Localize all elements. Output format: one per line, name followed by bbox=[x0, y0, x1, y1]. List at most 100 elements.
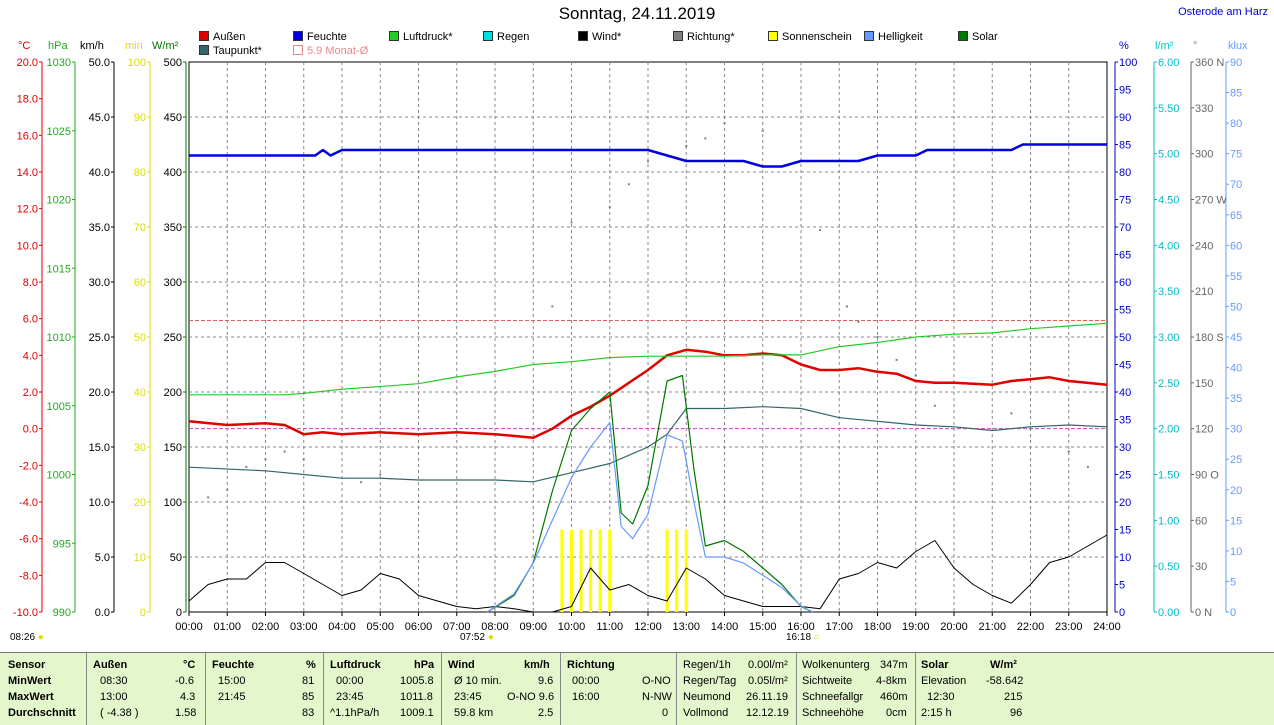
axis-tick-label: 20 bbox=[1230, 485, 1242, 497]
direction-point bbox=[360, 481, 363, 484]
axis-tick-label: 12.0 bbox=[17, 204, 38, 216]
axis-tick-label: 150 bbox=[1195, 378, 1213, 390]
axis-tick-label: 40 bbox=[1230, 363, 1242, 375]
unit-pressure: hPa bbox=[48, 40, 68, 52]
legend-label: Taupunkt* bbox=[213, 45, 262, 57]
footer-aussen-avg-note: ( -4.38 ) bbox=[100, 707, 139, 719]
footer-luftdruck-head: Luftdruck bbox=[330, 659, 381, 671]
axis-tick-label: 20.0 bbox=[89, 387, 110, 399]
axis-tick-label: 1030 bbox=[47, 57, 71, 69]
axis-tick-label: 3.50 bbox=[1158, 286, 1179, 298]
axis-tick-label: 4.00 bbox=[1158, 240, 1179, 252]
legend-label: Richtung* bbox=[687, 31, 735, 43]
axis-tick-label: 18.0 bbox=[17, 94, 38, 106]
footer-aussen-head: Außen bbox=[93, 659, 128, 671]
moonrise-time: 08:26 ● bbox=[10, 632, 44, 643]
legend-item: Außen bbox=[199, 31, 245, 43]
axis-tick-label: 300 bbox=[164, 277, 182, 289]
axis-tick-label: 70 bbox=[134, 222, 146, 234]
axis-tick-label: 95 bbox=[1119, 85, 1131, 97]
axis-tick-label: 16.0 bbox=[17, 130, 38, 142]
footer-sicht-val: 4-8km bbox=[876, 675, 907, 687]
axis-tick-label: 2.0 bbox=[23, 387, 38, 399]
footer-richtung-head: Richtung bbox=[567, 659, 615, 671]
axis-tick-label: 360 N bbox=[1195, 57, 1224, 69]
direction-point bbox=[608, 206, 611, 209]
axis-tick-label: 2.00 bbox=[1158, 424, 1179, 436]
footer-feuchte-max-time: 21:45 bbox=[218, 691, 246, 703]
axis-tick-label: 40.0 bbox=[89, 167, 110, 179]
direction-point bbox=[1010, 412, 1013, 415]
x-tick-label: 17:00 bbox=[825, 621, 853, 633]
footer-aussen-max-time: 13:00 bbox=[100, 691, 128, 703]
x-tick-label: 11:00 bbox=[596, 621, 623, 633]
x-tick-label: 16:00 bbox=[787, 621, 815, 633]
axis-tick-label: 35 bbox=[1230, 393, 1242, 405]
axis-tick-label: 35 bbox=[1119, 415, 1131, 427]
axis-tick-label: 25 bbox=[1230, 454, 1242, 466]
axis-tick-label: 400 bbox=[164, 167, 182, 179]
footer-feuchte-unit: % bbox=[306, 659, 316, 671]
axis-tick-label: -6.0 bbox=[19, 534, 38, 546]
footer-feuchte-avg-val: 83 bbox=[302, 707, 315, 719]
axis-tick-label: 50 bbox=[134, 332, 146, 344]
x-tick-label: 00:00 bbox=[175, 621, 203, 633]
legend-item: Taupunkt* bbox=[199, 45, 262, 57]
unit-solar: W/m² bbox=[152, 40, 179, 52]
direction-point bbox=[551, 305, 554, 308]
legend-item: 5.9 Monat-Ø bbox=[293, 45, 368, 57]
axis-tick-label: 40 bbox=[134, 387, 146, 399]
axis-tick-label: 0 bbox=[1119, 607, 1125, 619]
axis-tick-label: 210 bbox=[1195, 286, 1213, 298]
footer-wind-unit: km/h bbox=[524, 659, 550, 671]
axis-tick-label: 1025 bbox=[47, 126, 71, 138]
axis-tick-label: 5.50 bbox=[1158, 103, 1179, 115]
sunshine-bar bbox=[598, 529, 602, 612]
axis-tick-label: 5.0 bbox=[95, 552, 110, 564]
direction-point bbox=[302, 458, 305, 461]
axis-tick-label: 0 N bbox=[1195, 607, 1212, 619]
axis-tick-label: 0.0 bbox=[23, 424, 38, 436]
x-tick-label: 10:00 bbox=[558, 621, 586, 633]
sunset-time: 16:18 ○ bbox=[786, 632, 820, 643]
axis-tick-label: 90 bbox=[1119, 112, 1131, 124]
footer-schneehoehe-val: 0cm bbox=[886, 707, 907, 719]
footer-vollmond-label: Vollmond bbox=[683, 707, 729, 719]
axis-tick-label: 10.0 bbox=[89, 497, 110, 509]
axis-tick-label: 20 bbox=[1119, 497, 1131, 509]
axis-tick-label: -10.0 bbox=[13, 607, 38, 619]
axis-tick-label: 15.0 bbox=[89, 442, 110, 454]
axis-tick-label: 45 bbox=[1119, 360, 1131, 372]
footer-max-label: MaxWert bbox=[8, 691, 54, 703]
footer-feuchte-head: Feuchte bbox=[212, 659, 255, 671]
footer-sensor-head: Sensor bbox=[8, 659, 46, 671]
x-tick-label: 07:00 bbox=[443, 621, 471, 633]
footer-richtung-max-val: N-NW bbox=[642, 691, 672, 703]
axis-tick-label: 10.0 bbox=[17, 240, 38, 252]
axis-tick-label: 1.50 bbox=[1158, 470, 1179, 482]
axis-tick-label: 55 bbox=[1119, 305, 1131, 317]
legend-label: Regen bbox=[497, 31, 530, 43]
axis-tick-label: 330 bbox=[1195, 103, 1213, 115]
legend-swatch bbox=[293, 45, 303, 55]
footer-richtung-min-time: 00:00 bbox=[572, 675, 600, 687]
footer-wind-avg10-label: Ø 10 min. bbox=[454, 675, 502, 687]
footer-schneefall-val: 460m bbox=[880, 691, 908, 703]
footer-wind-distance: 59.8 km bbox=[454, 707, 494, 719]
legend-swatch bbox=[768, 31, 778, 41]
axis-tick-label: 10 bbox=[1119, 552, 1131, 564]
series-line-wind bbox=[188, 534, 1108, 613]
x-tick-label: 23:00 bbox=[1055, 621, 1083, 633]
legend-item: Solar bbox=[958, 31, 998, 43]
axis-tick-label: 60 bbox=[1119, 277, 1131, 289]
direction-point bbox=[1029, 427, 1032, 430]
footer-wolken-val: 347m bbox=[880, 659, 908, 671]
x-tick-label: 01:00 bbox=[213, 621, 241, 633]
axis-tick-label: 6.0 bbox=[23, 314, 38, 326]
axis-tick-label: 25.0 bbox=[89, 332, 110, 344]
axis-tick-label: 0.0 bbox=[95, 607, 110, 619]
direction-point bbox=[704, 137, 707, 140]
footer-wind-max-time: 23:45 bbox=[454, 691, 482, 703]
axis-tick-label: 100 bbox=[128, 57, 146, 69]
footer-aussen-avg-val: 1.58 bbox=[175, 707, 197, 719]
